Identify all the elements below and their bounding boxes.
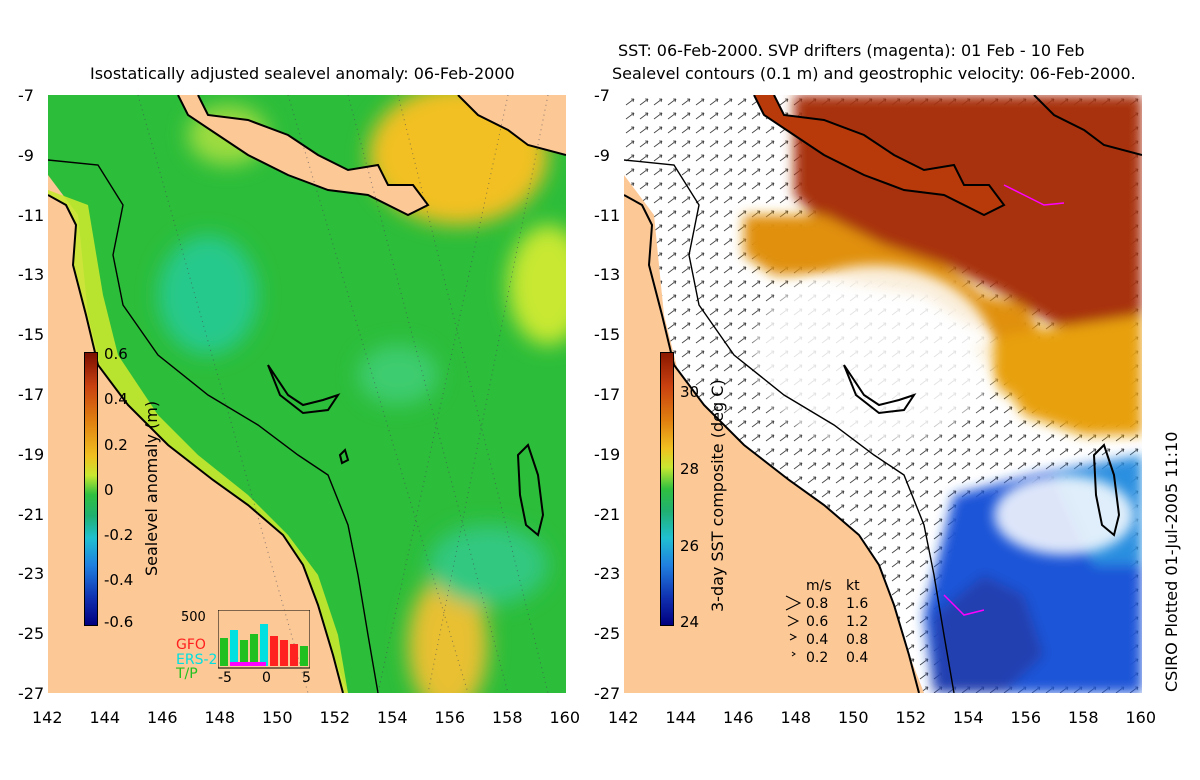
left-colorbar-tick-6: -0.6 xyxy=(104,613,134,631)
right-colorbar-tick-2: 26 xyxy=(680,537,700,555)
shelf-contour xyxy=(624,159,955,693)
left-x-tick-7: 156 xyxy=(434,708,466,727)
left-x-tick-8: 158 xyxy=(492,708,523,727)
right-colorbar-tick-1: 28 xyxy=(680,460,700,478)
right-y-tick-10: -27 xyxy=(594,684,621,703)
left-colorbar-label: Sealevel anomaly (m) xyxy=(142,400,161,576)
left-x-tick-5: 152 xyxy=(319,708,351,727)
left-y-tick-3: -13 xyxy=(18,265,45,285)
right-y-tick-6: -19 xyxy=(594,444,621,464)
left-y-tick-9: -25 xyxy=(18,624,45,644)
left-colorbar-tick-1: 0.4 xyxy=(104,390,128,408)
coastline xyxy=(624,95,1142,693)
right-y-tick-3: -13 xyxy=(594,265,621,285)
velocity-legend-ms-2: 0.4 xyxy=(806,632,829,648)
right-panel-title-line2: Sealevel contours (0.1 m) and geostrophi… xyxy=(612,64,1136,83)
right-x-tick-4: 150 xyxy=(838,708,869,727)
sst-gaps xyxy=(754,265,1134,555)
velocity-legend-unit-kt: kt xyxy=(846,578,860,594)
velocity-legend-ms-3: 0.2 xyxy=(806,650,829,666)
histogram-legend-gfo: GFO xyxy=(176,637,206,653)
right-colorbar-label: 3-day SST composite (deg C) xyxy=(708,379,727,612)
left-map xyxy=(48,95,566,693)
right-x-tick-0: 142 xyxy=(608,708,639,727)
right-colorbar-tick-0: 30 xyxy=(680,383,700,401)
altimeter-histogram xyxy=(218,610,310,669)
velocity-legend-unit-ms: m/s xyxy=(806,578,832,594)
histogram-x-tick-2: 5 xyxy=(302,670,311,686)
left-colorbar-tick-4: -0.2 xyxy=(104,526,134,544)
left-x-tick-6: 154 xyxy=(377,708,408,727)
histogram-legend-tp: T/P xyxy=(176,666,198,682)
left-y-tick-2: -11 xyxy=(18,205,45,225)
right-x-tick-6: 154 xyxy=(953,708,984,727)
left-colorbar-tick-5: -0.4 xyxy=(104,571,134,589)
right-x-tick-3: 148 xyxy=(780,708,812,727)
left-x-tick-0: 142 xyxy=(32,708,63,727)
right-y-tick-4: -15 xyxy=(594,325,621,345)
right-y-tick-1: -9 xyxy=(594,145,610,165)
right-x-tick-2: 146 xyxy=(723,708,754,727)
png-landmass xyxy=(754,95,1004,215)
left-x-tick-3: 148 xyxy=(204,708,236,727)
velocity-legend-kt-0: 1.6 xyxy=(846,596,869,612)
histogram-x-tick-1: 0 xyxy=(262,670,271,686)
shelf-contour xyxy=(48,159,379,693)
velocity-legend-kt-1: 1.2 xyxy=(846,614,869,630)
right-x-tick-1: 144 xyxy=(665,708,697,727)
coastline xyxy=(48,95,566,693)
left-x-tick-1: 144 xyxy=(89,708,121,727)
left-colorbar-tick-3: 0 xyxy=(104,481,114,499)
right-y-tick-7: -21 xyxy=(594,504,621,524)
velocity-legend-kt-2: 0.8 xyxy=(846,632,869,648)
right-y-tick-0: -7 xyxy=(594,86,610,105)
left-colorbar-tick-2: 0.2 xyxy=(104,436,128,454)
histogram-legend-ers2: ERS-2 xyxy=(176,652,218,668)
left-y-tick-8: -23 xyxy=(18,564,45,584)
left-y-tick-4: -15 xyxy=(18,325,45,345)
right-y-tick-8: -23 xyxy=(594,564,621,584)
left-y-tick-10: -27 xyxy=(18,684,45,703)
right-y-tick-2: -11 xyxy=(594,205,621,225)
velocity-legend-kt-3: 0.4 xyxy=(846,650,869,666)
right-panel-title-line1: SST: 06-Feb-2000. SVP drifters (magenta)… xyxy=(618,41,1085,60)
left-y-tick-5: -17 xyxy=(18,385,45,404)
left-y-tick-1: -9 xyxy=(18,145,34,165)
right-x-tick-9: 160 xyxy=(1125,708,1157,727)
velocity-legend-ms-1: 0.6 xyxy=(806,614,829,630)
right-x-tick-8: 158 xyxy=(1068,708,1099,727)
histogram-y-label: 500 xyxy=(181,610,206,625)
histogram-x-tick-0: -5 xyxy=(218,670,232,686)
right-x-tick-7: 156 xyxy=(1010,708,1042,727)
credit-label: CSIRO Plotted 01-Jul-2005 11:10 xyxy=(1162,431,1181,692)
right-map xyxy=(624,95,1142,693)
right-y-tick-9: -25 xyxy=(594,624,621,644)
left-x-tick-9: 160 xyxy=(549,708,581,727)
left-y-tick-6: -19 xyxy=(18,444,45,464)
left-x-tick-4: 150 xyxy=(262,708,293,727)
velocity-legend-ms-0: 0.8 xyxy=(806,596,829,612)
left-y-tick-7: -21 xyxy=(18,504,45,524)
velocity-legend-arrows xyxy=(785,595,802,657)
mainland xyxy=(624,195,919,693)
right-colorbar xyxy=(660,352,674,626)
right-x-tick-5: 152 xyxy=(895,708,927,727)
left-colorbar xyxy=(84,352,98,626)
left-colorbar-tick-0: 0.6 xyxy=(104,345,128,363)
left-x-tick-2: 146 xyxy=(147,708,178,727)
satellite-tracks xyxy=(137,95,549,693)
left-panel-title: Isostatically adjusted sealevel anomaly:… xyxy=(90,64,515,83)
svp-drifter-tracks xyxy=(943,184,1065,616)
right-y-tick-5: -17 xyxy=(594,385,621,404)
right-colorbar-tick-3: 24 xyxy=(680,613,700,631)
left-y-tick-0: -7 xyxy=(18,86,34,105)
